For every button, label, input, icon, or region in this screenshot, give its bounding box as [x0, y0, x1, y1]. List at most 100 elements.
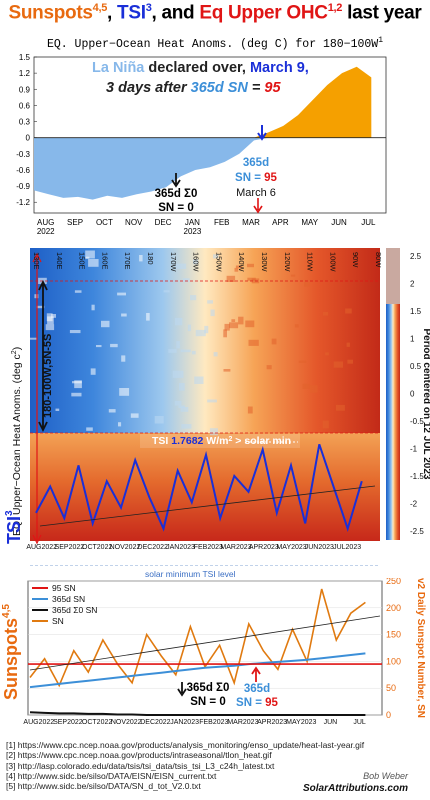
y-tick-label: -1.2: [16, 198, 30, 207]
heatmap-cell: [146, 313, 150, 321]
lon-label: 160W: [192, 252, 201, 273]
x-tick-label: NOV: [125, 218, 143, 227]
legend-label: 95 SN: [52, 583, 76, 593]
heatmap-cell: [271, 338, 277, 345]
site-credit[interactable]: SolarAttributions.com: [302, 783, 408, 794]
heatmap-cell: [346, 342, 350, 347]
x-tick-label: FEB: [214, 218, 230, 227]
heatmap-cell: [55, 408, 60, 411]
x-tick-label: APR: [272, 218, 289, 227]
sn-y-tick-label: 200: [386, 603, 401, 613]
chart-subtitle: EQ. Upper−Ocean Heat Anoms. (deg C) for …: [0, 36, 430, 51]
sn-x-tick-label: JUN: [324, 719, 338, 726]
heatmap-cell: [130, 413, 139, 418]
heatmap-cell: [101, 320, 110, 328]
heatmap-cell: [175, 317, 183, 326]
heatmap-cell: [209, 428, 218, 436]
tsi-annotation-box: [140, 434, 300, 448]
sn-x-tick-label: OCT2022: [82, 719, 112, 726]
sn-sigma0-a: 365d Σ0: [187, 682, 230, 694]
heatmap-ylabel: EQ. Upper−Ocean Heat Anoms. (deg c2): [11, 347, 23, 536]
lon-label: 140W: [237, 252, 246, 273]
heatmap-cell: [110, 343, 118, 348]
x-tick-label: JUL: [361, 218, 376, 227]
heatmap-cell: [121, 355, 126, 362]
march6-label: March 6: [236, 187, 276, 199]
heatmap-cell: [180, 349, 191, 353]
heatmap-cell: [325, 352, 329, 356]
up-arrow-red-icon: [251, 666, 261, 682]
heatmap-cell: [195, 329, 206, 337]
lon-label: 140E: [55, 252, 64, 270]
heatmap-cell: [190, 295, 197, 301]
heatmap-cell: [223, 329, 227, 338]
sn95-label-bottom: SN = 95: [236, 697, 278, 709]
x-tick-label: SEP: [67, 218, 83, 227]
heatmap-cell: [231, 319, 236, 322]
heatmap-cell: [323, 312, 329, 316]
lon-label: 170E: [123, 252, 132, 270]
down-arrow-black-icon: [171, 173, 181, 188]
colorbar-tick: -2.5: [410, 527, 424, 536]
reference-item[interactable]: [4] http://www.sidc.be/silso/DATA/EISN/E…: [6, 770, 217, 781]
heatmap-cell: [204, 325, 209, 334]
heatmap-cell: [229, 322, 239, 329]
y-tick-label: -0.3: [16, 150, 30, 159]
y-tick-label: 0.6: [19, 101, 31, 110]
heatmap-cell: [121, 313, 127, 317]
reference-item[interactable]: [2] https://www.cpc.ncep.noaa.gov/produc…: [6, 750, 272, 761]
time-label: AUG2022: [26, 544, 57, 551]
ohc-area-chart: 1.5 1.2 0.9 0.6 0.3 0 -0.3 -0.6 -0.9 -1.2 AUG2022…: [16, 53, 387, 236]
legend-label: SN: [52, 616, 64, 626]
heatmap-bottom-region: [30, 433, 380, 541]
heatmap-cell: [86, 427, 93, 431]
ohc-positive-area: [34, 66, 372, 138]
heatmap-cell: [90, 368, 96, 375]
reference-item[interactable]: [1] https://www.cpc.ncep.noaa.gov/produc…: [6, 740, 365, 750]
heatmap-cell: [175, 263, 187, 269]
heatmap-cell: [69, 330, 81, 334]
red-updown-arrow-icon: [32, 252, 42, 545]
sunspot-trend-line: [29, 615, 381, 671]
heatmap-cell: [51, 314, 56, 318]
black-updown-arrow-icon: [38, 279, 48, 433]
time-label: FEB2023: [194, 544, 223, 551]
colorbar-main: [386, 304, 400, 540]
sn-x-tick-label: AUG2022: [23, 719, 54, 726]
subtitle-ref: 1: [378, 36, 384, 45]
sn-y-tick-label: 250: [386, 578, 401, 586]
solar-min-label: solar minimum TSI level: [145, 569, 236, 579]
tsi-line: [35, 443, 363, 533]
sn95-label: SN = 95: [235, 172, 277, 184]
x-tick-label: DEC: [155, 218, 172, 227]
lon-label: 150W: [214, 252, 223, 273]
colorbar-tick: 2.5: [410, 252, 422, 261]
heatmap-cell: [235, 265, 243, 269]
sigma0-line: [29, 711, 366, 716]
heatmap-cell: [247, 406, 253, 414]
sn-y-tick-label: 150: [386, 630, 401, 640]
sn365-label-bottom: 365d: [244, 683, 270, 695]
legend-label: 365d Σ0 SN: [52, 605, 97, 615]
colorbar-tick: -2: [410, 500, 418, 509]
heatmap-cell: [333, 361, 343, 368]
ohc-negative-area: [34, 137, 372, 200]
colorbar-tick: 1.5: [410, 307, 422, 316]
sn-x-tick-label: DEC2022: [140, 719, 170, 726]
heatmap-cell: [294, 324, 299, 328]
lon-label: 100W: [328, 252, 337, 273]
time-label: JUN2023: [305, 544, 334, 551]
y-tick-label: -0.9: [16, 182, 30, 191]
colorbar-tick: 0: [410, 390, 415, 399]
heatmap-cell: [176, 341, 180, 349]
x-tick-label: AUG: [37, 218, 54, 227]
la-nina-line2: 3 days after 365d SN = 95: [106, 80, 281, 96]
heatmap-cell: [181, 424, 192, 429]
tsi-value-label: TSI 1.7682 W/m2 > solar min: [152, 435, 291, 447]
reference-item[interactable]: [3] http://lasp.colorado.edu/data/tsis/t…: [6, 760, 275, 771]
sunspots-right-label: v2 Daily Sunspot Number, SN: [415, 578, 426, 718]
heatmap-cell: [119, 388, 130, 396]
sn-y-tick-label: 50: [386, 683, 396, 693]
heatmap-cell: [36, 305, 45, 309]
reference-item[interactable]: [5] http://www.sidc.be/silso/DATA/SN_d_t…: [6, 781, 201, 792]
